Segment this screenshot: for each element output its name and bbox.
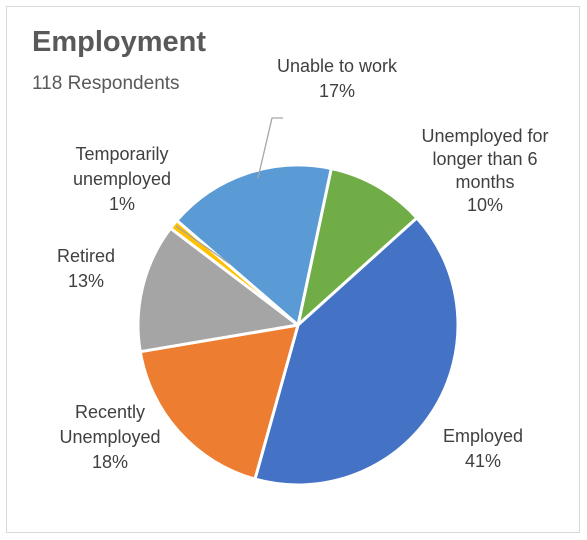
data-label-value: 18% [92, 452, 128, 472]
data-label-unemployed-for-longer-than-6-months: Unemployed for longer than 6 months 10% [421, 126, 548, 215]
pie-slice-employed [253, 216, 460, 487]
data-label-value: 1% [109, 194, 135, 214]
data-label-unable-to-work: Unable to work 17% [277, 56, 398, 101]
data-label-category: unemployed [73, 169, 171, 189]
data-label-category: Retired [57, 246, 115, 266]
data-label-category: longer than 6 [432, 149, 537, 169]
data-label-category: Unemployed for [421, 126, 548, 146]
leader-line-unable-to-work [257, 117, 283, 179]
data-label-recently-unemployed: Recently Unemployed 18% [59, 402, 160, 472]
data-label-employed: Employed 41% [443, 426, 523, 471]
data-label-value: 17% [319, 81, 355, 101]
data-label-retired: Retired 13% [57, 246, 115, 291]
data-label-category: Recently [75, 402, 145, 422]
data-label-value: 13% [68, 271, 104, 291]
data-label-category: months [455, 172, 514, 192]
data-label-value: 10% [467, 195, 503, 215]
data-label-category: Employed [443, 426, 523, 446]
pie-slice-retired [136, 226, 300, 354]
data-label-value: 41% [465, 451, 501, 471]
data-label-category: Unable to work [277, 56, 398, 76]
chart-title: Employment [32, 26, 207, 58]
data-label-category: Temporarily [75, 144, 168, 164]
leader-line-temporarily-unemployed [175, 225, 231, 265]
data-label-category: Unemployed [59, 427, 160, 447]
data-label-temporarily-unemployed: Temporarily unemployed 1% [73, 144, 171, 214]
pie-slice-recently-unemployed [138, 323, 300, 481]
pie-slice-unable-to-work [175, 163, 333, 327]
chart-subtitle: 118 Respondents [32, 73, 180, 94]
pie-slice-unemployed-for-longer-than-6-months [296, 167, 419, 327]
